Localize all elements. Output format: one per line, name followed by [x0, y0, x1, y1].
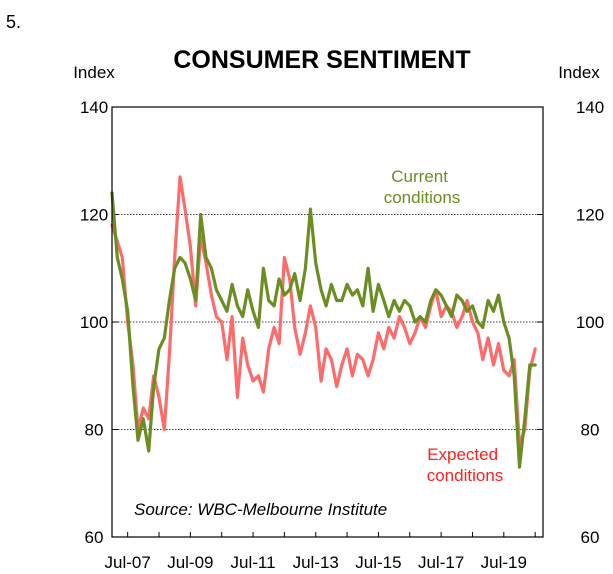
current-label-line1: Current [391, 167, 448, 186]
y-tick-label-left-80: 80 [85, 421, 104, 440]
y-tick-label-right-120: 120 [576, 206, 604, 225]
chart-title: CONSUMER SENTIMENT [173, 46, 470, 74]
x-ticks: Jul-07 Jul-09 Jul-11 Jul-13 Jul-15 Jul-17 Jul-… [105, 532, 536, 572]
y-tick-label-right-140: 140 [576, 98, 604, 117]
y-tick-label-right-100: 100 [576, 313, 604, 332]
current-label-line2: conditions [384, 188, 461, 207]
x-tick-label-Jul-07: Jul-07 [105, 553, 151, 572]
expected-conditions-label: Expected conditions [427, 445, 504, 485]
x-tick-label-Jul-09: Jul-09 [167, 553, 213, 572]
y-axis-label-right: Index [558, 63, 600, 82]
figure-number: 5. [6, 12, 21, 32]
x-tick-label-Jul-17: Jul-17 [418, 553, 464, 572]
current-conditions-line [110, 191, 537, 469]
expected-label-line2: conditions [427, 466, 504, 485]
y-tick-label-left-100: 100 [80, 313, 108, 332]
x-tick-label-Jul-15: Jul-15 [355, 553, 401, 572]
y-tick-label-left-60: 60 [85, 528, 104, 547]
y-ticks-right: 60 80 100 120 140 [537, 98, 604, 547]
current-conditions-label: Current conditions [384, 167, 461, 207]
expected-conditions-line [110, 175, 537, 448]
y-tick-label-left-120: 120 [80, 206, 108, 225]
source-note: Source: WBC-Melbourne Institute [134, 500, 387, 519]
plot-frame [111, 106, 544, 538]
y-tick-label-right-80: 80 [581, 421, 600, 440]
x-tick-label-Jul-19: Jul-19 [481, 553, 527, 572]
expected-label-line1: Expected [427, 445, 498, 464]
y-tick-label-left-140: 140 [80, 98, 108, 117]
y-tick-label-right-60: 60 [581, 528, 600, 547]
y-axis-label-left: Index [73, 63, 115, 82]
x-tick-label-Jul-11: Jul-11 [231, 553, 276, 572]
y-ticks-left: 60 80 100 120 140 [80, 98, 118, 547]
x-tick-label-Jul-13: Jul-13 [293, 553, 339, 572]
series-lines [110, 175, 537, 469]
